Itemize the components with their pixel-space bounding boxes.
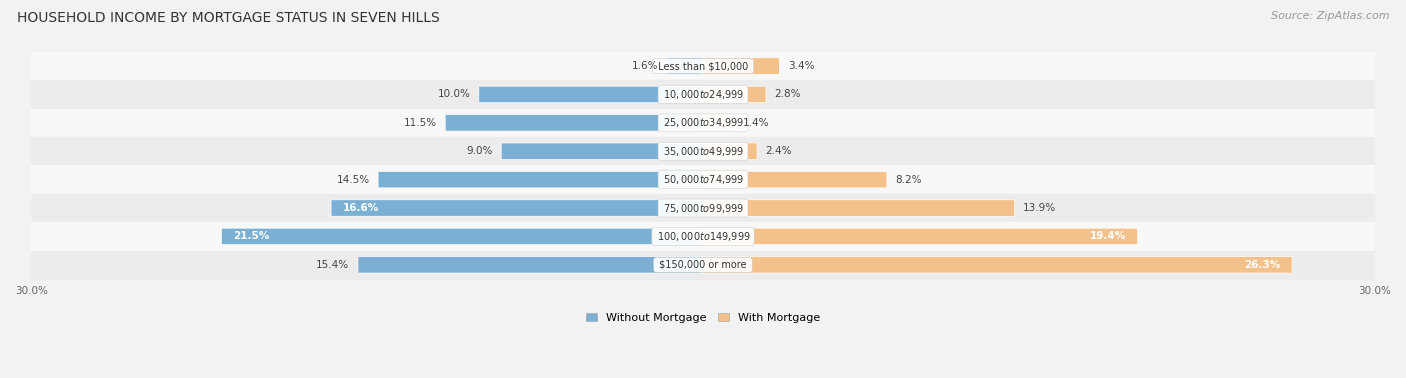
- Bar: [31, 137, 1375, 166]
- FancyBboxPatch shape: [703, 115, 735, 131]
- Text: $10,000 to $24,999: $10,000 to $24,999: [661, 88, 745, 101]
- FancyBboxPatch shape: [703, 228, 1137, 245]
- FancyBboxPatch shape: [703, 86, 766, 103]
- Bar: [31, 108, 1375, 137]
- Text: $50,000 to $74,999: $50,000 to $74,999: [661, 173, 745, 186]
- FancyBboxPatch shape: [221, 228, 703, 245]
- Bar: [31, 222, 1375, 251]
- FancyBboxPatch shape: [501, 143, 703, 160]
- FancyBboxPatch shape: [666, 58, 703, 74]
- FancyBboxPatch shape: [359, 257, 703, 273]
- Bar: [31, 166, 1375, 194]
- FancyBboxPatch shape: [446, 115, 703, 131]
- Text: Less than $10,000: Less than $10,000: [655, 61, 751, 71]
- Text: 8.2%: 8.2%: [896, 175, 922, 184]
- Bar: [31, 251, 1375, 279]
- Text: $75,000 to $99,999: $75,000 to $99,999: [661, 201, 745, 215]
- Bar: [31, 52, 1375, 80]
- Text: 19.4%: 19.4%: [1090, 231, 1126, 242]
- Text: HOUSEHOLD INCOME BY MORTGAGE STATUS IN SEVEN HILLS: HOUSEHOLD INCOME BY MORTGAGE STATUS IN S…: [17, 11, 440, 25]
- Legend: Without Mortgage, With Mortgage: Without Mortgage, With Mortgage: [582, 308, 824, 327]
- Text: $100,000 to $149,999: $100,000 to $149,999: [654, 230, 752, 243]
- FancyBboxPatch shape: [703, 143, 756, 160]
- Bar: [31, 194, 1375, 222]
- FancyBboxPatch shape: [703, 200, 1015, 216]
- FancyBboxPatch shape: [703, 257, 1292, 273]
- Text: 15.4%: 15.4%: [316, 260, 349, 270]
- Text: 2.8%: 2.8%: [775, 90, 801, 99]
- Text: 13.9%: 13.9%: [1024, 203, 1056, 213]
- FancyBboxPatch shape: [479, 86, 703, 103]
- Text: 3.4%: 3.4%: [789, 61, 814, 71]
- FancyBboxPatch shape: [330, 200, 703, 216]
- Text: 2.4%: 2.4%: [766, 146, 792, 156]
- FancyBboxPatch shape: [703, 171, 887, 188]
- Text: 1.6%: 1.6%: [631, 61, 658, 71]
- Text: 26.3%: 26.3%: [1244, 260, 1281, 270]
- Text: $150,000 or more: $150,000 or more: [657, 260, 749, 270]
- Text: $35,000 to $49,999: $35,000 to $49,999: [661, 145, 745, 158]
- Text: $25,000 to $34,999: $25,000 to $34,999: [661, 116, 745, 129]
- Text: 11.5%: 11.5%: [404, 118, 437, 128]
- Text: 21.5%: 21.5%: [233, 231, 269, 242]
- FancyBboxPatch shape: [378, 171, 703, 188]
- Text: Source: ZipAtlas.com: Source: ZipAtlas.com: [1271, 11, 1389, 21]
- Text: 10.0%: 10.0%: [437, 90, 470, 99]
- Text: 1.4%: 1.4%: [744, 118, 770, 128]
- Bar: [31, 80, 1375, 108]
- Text: 16.6%: 16.6%: [343, 203, 378, 213]
- Text: 9.0%: 9.0%: [467, 146, 492, 156]
- Text: 14.5%: 14.5%: [336, 175, 370, 184]
- FancyBboxPatch shape: [703, 58, 779, 74]
